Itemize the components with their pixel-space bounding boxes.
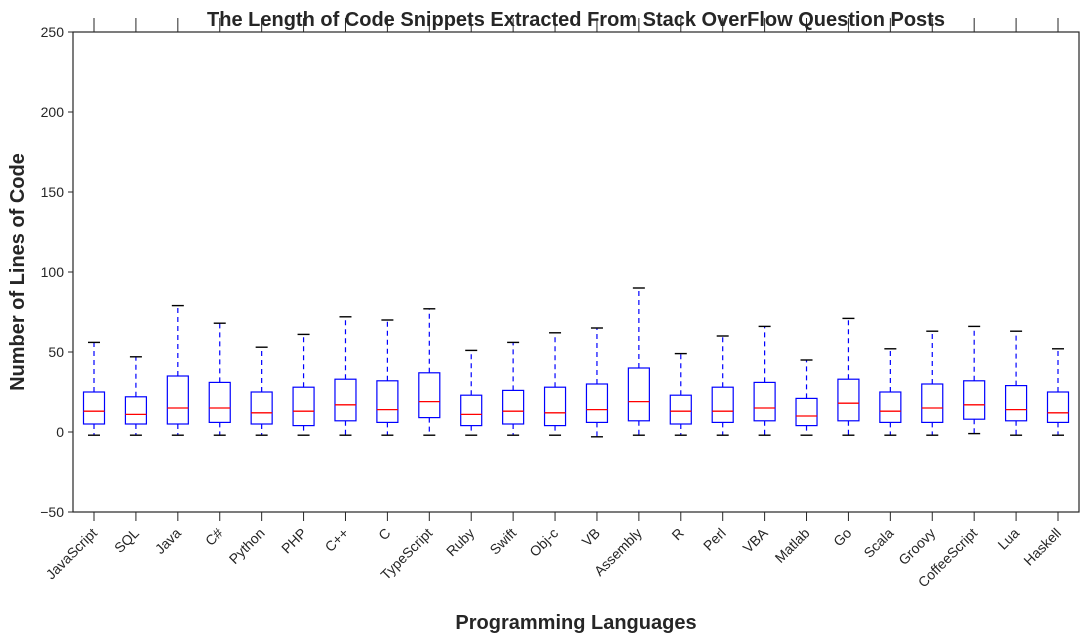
x-tick-label: Perl bbox=[700, 525, 729, 554]
box bbox=[124, 396, 148, 425]
box bbox=[166, 375, 189, 425]
x-tick-label: C# bbox=[202, 525, 226, 549]
y-tick-label: 100 bbox=[41, 264, 65, 280]
box bbox=[502, 389, 525, 425]
x-tick-label: Obj-c bbox=[526, 525, 561, 560]
box bbox=[1046, 391, 1070, 423]
plot-area: −50 0 50 100 150 200 250 JavaScript SQL Java C# Pyt… bbox=[40, 18, 1080, 590]
y-tick-label: 200 bbox=[41, 104, 65, 120]
plot-frame bbox=[72, 31, 1080, 513]
y-tick-label: 0 bbox=[56, 424, 64, 440]
y-tick-label: −50 bbox=[40, 504, 64, 520]
x-tick-label: C bbox=[375, 525, 393, 543]
x-axis-title: Programming Languages bbox=[455, 612, 696, 634]
box bbox=[543, 386, 567, 427]
y-tick-label: 50 bbox=[48, 344, 64, 360]
box bbox=[711, 386, 734, 424]
box bbox=[376, 380, 399, 423]
x-tick-label: JavaScript bbox=[43, 525, 101, 583]
chart-title: The Length of Code Snippets Extracted Fr… bbox=[207, 9, 945, 31]
x-tick-label: Swift bbox=[486, 525, 519, 558]
x-tick-label: Haskell bbox=[1020, 525, 1064, 569]
box bbox=[418, 372, 441, 419]
box bbox=[585, 383, 609, 424]
x-tick-label: Matlab bbox=[772, 525, 813, 566]
y-axis-title: Number of Lines of Code bbox=[7, 153, 29, 391]
x-tick-label: SQL bbox=[111, 525, 142, 556]
x-tick-label: R bbox=[668, 525, 686, 543]
x-tick-label: Python bbox=[226, 525, 268, 567]
box bbox=[460, 394, 483, 427]
y-tick-label: 150 bbox=[41, 184, 65, 200]
x-tick-label: Scala bbox=[860, 525, 896, 561]
x-tick-label: VBA bbox=[740, 524, 772, 556]
x-tick-label: Ruby bbox=[443, 525, 477, 559]
box bbox=[1004, 385, 1028, 422]
box bbox=[627, 367, 650, 422]
x-tick-label: VB bbox=[579, 525, 604, 550]
box bbox=[753, 381, 776, 422]
box bbox=[250, 391, 273, 425]
x-tick-label: C++ bbox=[322, 525, 352, 555]
box bbox=[963, 380, 986, 420]
box bbox=[82, 391, 106, 425]
x-tick-label: Go bbox=[830, 525, 855, 550]
box bbox=[879, 391, 902, 423]
x-tick-label: PHP bbox=[278, 525, 310, 557]
box bbox=[669, 394, 692, 425]
box bbox=[208, 381, 231, 423]
box bbox=[837, 378, 860, 422]
box bbox=[795, 397, 818, 427]
x-tick-label: Lua bbox=[994, 525, 1022, 553]
y-tick-label: 250 bbox=[41, 24, 65, 40]
box bbox=[921, 383, 944, 424]
box bbox=[334, 378, 357, 422]
x-tick-label: Java bbox=[152, 525, 184, 557]
box bbox=[292, 386, 315, 427]
